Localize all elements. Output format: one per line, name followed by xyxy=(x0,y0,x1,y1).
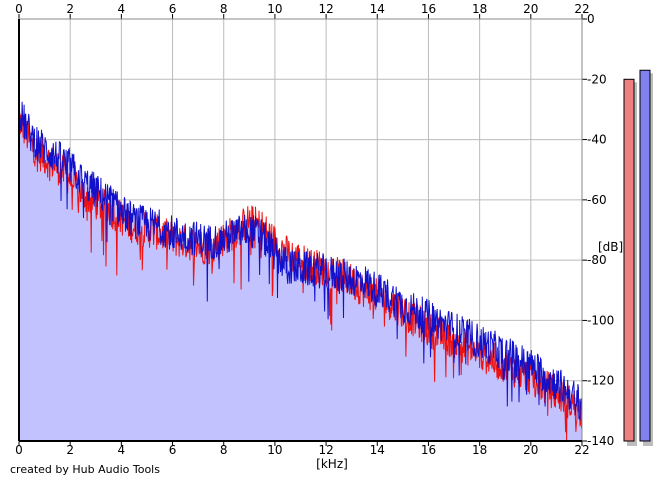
y-tick-label: -40 xyxy=(587,133,607,147)
x-axis-top: 0 2 4 6 8 10 12 14 16 18 20 22 xyxy=(15,2,589,16)
x-tick-label-bottom: 0 xyxy=(15,443,23,457)
x-tick-label-bottom: 10 xyxy=(267,443,282,457)
x-tick-label-top: 10 xyxy=(267,2,282,16)
y-axis-label: [dB] xyxy=(598,240,623,254)
x-tick-label-top: 18 xyxy=(472,2,487,16)
y-tick-label: -100 xyxy=(587,313,614,327)
x-tick-label-top: 8 xyxy=(220,2,228,16)
x-tick-label-top: 16 xyxy=(421,2,436,16)
x-tick-label-bottom: 6 xyxy=(169,443,177,457)
x-tick-label-top: 14 xyxy=(370,2,385,16)
x-tick-label-top: 4 xyxy=(118,2,126,16)
x-tick-label-bottom: 22 xyxy=(574,443,589,457)
y-tick-label: 0 xyxy=(587,12,595,26)
level-meter-l xyxy=(623,78,635,442)
x-axis-label: [kHz] xyxy=(316,457,348,471)
x-tick-label-bottom: 14 xyxy=(370,443,385,457)
x-tick-label-top: 12 xyxy=(318,2,333,16)
x-tick-label-bottom: 12 xyxy=(318,443,333,457)
x-tick-label-top: 2 xyxy=(66,2,74,16)
x-tick-label-top: 6 xyxy=(169,2,177,16)
plot-frame xyxy=(18,18,583,442)
y-tick-label: -60 xyxy=(587,193,607,207)
x-tick-label-bottom: 4 xyxy=(118,443,126,457)
x-tick-label-bottom: 18 xyxy=(472,443,487,457)
x-tick-label-top: 0 xyxy=(15,2,23,16)
series-line-right xyxy=(18,101,583,421)
x-tick-label-top: 22 xyxy=(574,2,589,16)
level-meters xyxy=(623,69,653,447)
credit-text: created by Hub Audio Tools xyxy=(10,463,160,476)
y-tick-label: -80 xyxy=(587,253,607,267)
x-tick-label-top: 20 xyxy=(523,2,538,16)
x-tick-label-bottom: 20 xyxy=(523,443,538,457)
x-axis-bottom: 0 2 4 6 8 10 12 14 16 18 20 22 xyxy=(15,443,589,457)
y-tick-label: -140 xyxy=(587,434,614,448)
x-tick-label-bottom: 2 xyxy=(66,443,74,457)
y-tick-label: -20 xyxy=(587,72,607,86)
spectrum-series xyxy=(18,101,583,442)
x-tick-label-bottom: 16 xyxy=(421,443,436,457)
y-tick-label: -120 xyxy=(587,374,614,388)
level-meter-r xyxy=(639,69,651,442)
x-tick-label-bottom: 8 xyxy=(220,443,228,457)
y-axis-right: 0 -20 -40 -60 -80 -100 -120 -140 xyxy=(587,12,614,448)
